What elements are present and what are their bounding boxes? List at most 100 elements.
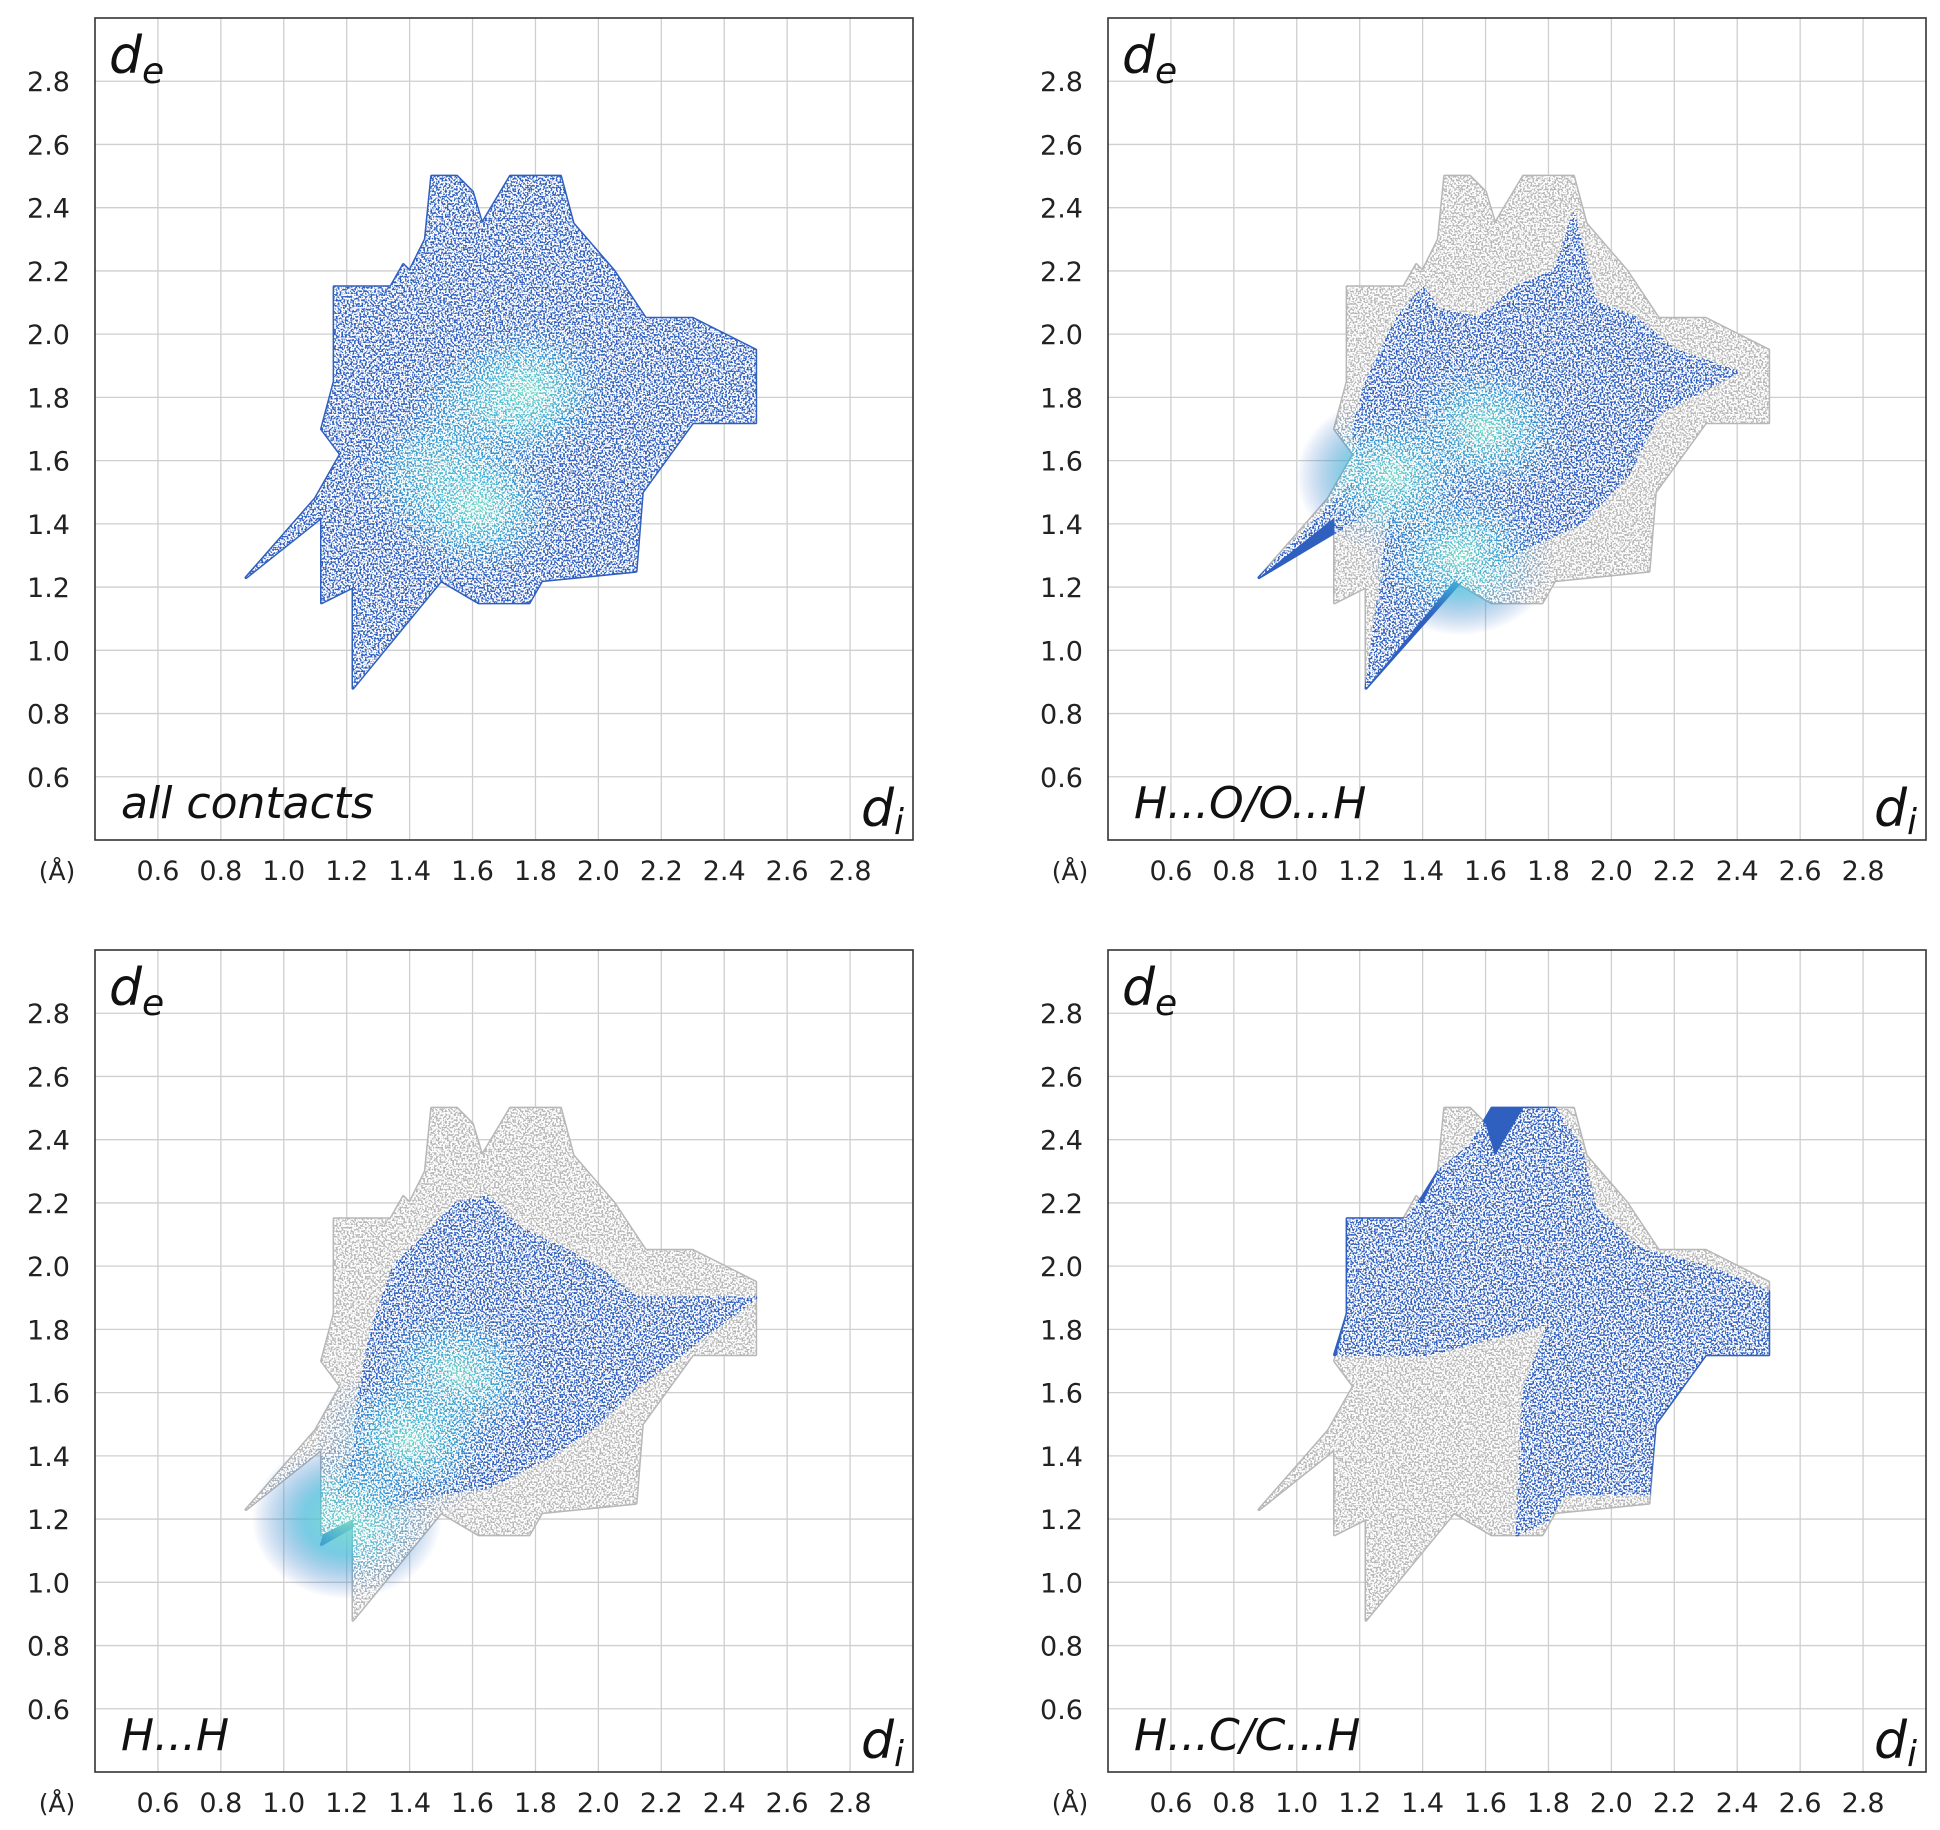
ylabel: de [109,26,164,92]
y-tick-label: 1.2 [27,573,70,604]
y-tick-label: 1.4 [1040,1442,1083,1473]
y-tick-label: 0.8 [1040,1632,1083,1663]
x-tick-label: 2.4 [703,856,746,887]
y-tick-label: 1.0 [1040,1568,1083,1599]
unit-label: (Å) [1052,857,1089,886]
grid [1108,18,1926,840]
y-tick-label: 1.6 [1040,447,1083,478]
x-tick-label: 2.6 [1779,856,1822,887]
y-tick-label: 1.6 [27,1379,70,1410]
y-tick-label: 1.6 [27,447,70,478]
xlabel-sub: i [894,802,904,843]
x-tick-label: 2.0 [577,856,620,887]
xlabel-main: d [1874,779,1908,839]
y-tick-label: 1.2 [1040,573,1083,604]
y-tick-label: 0.6 [27,763,70,794]
xlabel: di [1874,779,1917,843]
y-tick-label: 2.6 [1040,1062,1083,1093]
x-tick-label: 2.0 [1590,1788,1633,1819]
xlabel-main: d [1874,1711,1908,1771]
y-tick-label: 1.4 [27,510,70,541]
unit-label: (Å) [1052,1789,1089,1818]
x-tick-label: 1.4 [388,856,431,887]
y-tick-label: 2.6 [1040,130,1083,161]
y-tick-label: 2.0 [1040,320,1083,351]
x-tick-label: 1.6 [1464,856,1507,887]
x-tick-label: 2.2 [1653,1788,1696,1819]
xlabel: di [861,779,904,843]
ylabel-main: d [109,26,143,86]
xlabel: di [1874,1711,1917,1775]
y-tick-label: 1.8 [27,1315,70,1346]
y-tick-label: 2.8 [27,67,70,98]
y-tick-label: 1.0 [1040,636,1083,667]
x-tick-label: 1.0 [1275,1788,1318,1819]
y-tick-label: 2.2 [1040,257,1083,288]
y-tick-label: 2.2 [1040,1189,1083,1220]
grid [1108,950,1926,1772]
x-tick-label: 0.8 [199,1788,242,1819]
x-tick-label: 0.8 [1212,1788,1255,1819]
y-tick-label: 1.4 [1040,510,1083,541]
x-tick-label: 1.4 [1401,856,1444,887]
x-tick-label: 1.2 [1338,1788,1381,1819]
panel-title: H...O/O...H [1134,778,1366,829]
y-tick-label: 0.6 [1040,1695,1083,1726]
ylabel: de [1122,26,1177,92]
y-tick-label: 1.0 [27,1568,70,1599]
x-tick-label: 0.6 [136,856,179,887]
y-tick-label: 1.2 [1040,1505,1083,1536]
unit-label: (Å) [39,857,76,886]
x-tick-label: 2.2 [1653,856,1696,887]
y-tick-label: 1.6 [1040,1379,1083,1410]
y-tick-label: 1.2 [27,1505,70,1536]
y-tick-label: 2.6 [27,1062,70,1093]
x-tick-label: 0.6 [1149,1788,1192,1819]
y-tick-label: 2.8 [1040,67,1083,98]
x-tick-label: 1.0 [262,856,305,887]
x-tick-label: 1.8 [514,1788,557,1819]
y-tick-label: 2.4 [1040,194,1083,225]
fingerprint-panel: 0.6 0.8 1.0 1.2 1.4 1.6 1.8 2.0 2.2 2.4 2.6 2.8 0.6 0… [27,949,914,1819]
x-tick-label: 0.6 [1149,856,1192,887]
x-tick-label: 2.8 [1842,1788,1885,1819]
x-tick-label: 1.8 [1527,856,1570,887]
ylabel: de [1122,958,1177,1024]
panel-title: H...C/C...H [1134,1710,1360,1761]
x-tick-label: 2.8 [829,1788,872,1819]
ylabel-main: d [1122,26,1156,86]
y-tick-label: 2.4 [27,1126,70,1157]
y-tick-label: 0.8 [1040,700,1083,731]
plot-frame [1107,17,1927,841]
y-tick-label: 0.6 [27,1695,70,1726]
ylabel-main: d [1122,958,1156,1018]
y-tick-label: 1.0 [27,636,70,667]
fingerprint-panel: 0.6 0.8 1.0 1.2 1.4 1.6 1.8 2.0 2.2 2.4 2.6 2.8 0.6 0… [1040,17,1927,887]
fingerprint-panel: 0.6 0.8 1.0 1.2 1.4 1.6 1.8 2.0 2.2 2.4 2.6 2.8 0.6 0… [27,17,914,887]
y-tick-label: 1.4 [27,1442,70,1473]
speckle-mask [1259,1108,1769,1621]
speckle [1259,1108,1769,1621]
x-tick-label: 1.2 [325,1788,368,1819]
ylabel: de [109,958,164,1024]
y-tick-label: 2.4 [1040,1126,1083,1157]
plot-frame [94,17,914,841]
x-tick-label: 2.0 [1590,856,1633,887]
x-tick-label: 1.4 [388,1788,431,1819]
y-tick-label: 2.0 [1040,1252,1083,1283]
x-tick-label: 1.6 [451,856,494,887]
ylabel-sub: e [142,983,164,1024]
y-tick-label: 1.8 [1040,1315,1083,1346]
fingerprint-plot [244,174,758,690]
fingerprint-plot [1257,1106,1771,1622]
x-tick-label: 1.2 [1338,856,1381,887]
plot-frame [1107,949,1927,1773]
xlabel-main: d [861,779,895,839]
x-tick-label: 2.6 [766,856,809,887]
x-tick-label: 2.2 [640,856,683,887]
x-tick-label: 2.8 [829,856,872,887]
xlabel-main: d [861,1711,895,1771]
x-tick-label: 2.4 [1716,1788,1759,1819]
x-tick-label: 2.6 [1779,1788,1822,1819]
